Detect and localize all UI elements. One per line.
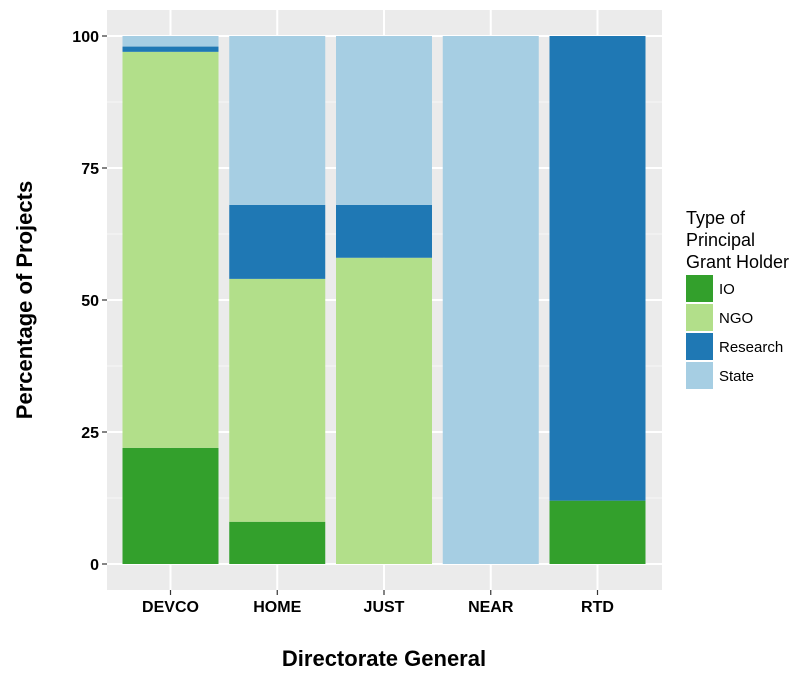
legend-label: NGO	[719, 310, 753, 327]
bar-just-research	[336, 204, 432, 258]
x-tick-label: RTD	[581, 599, 614, 616]
bar-rtd-io	[549, 500, 646, 564]
bar-rtd-research	[549, 36, 646, 501]
bars	[122, 36, 646, 564]
bar-home-io	[229, 521, 326, 564]
legend: Type of Principal Grant Holder IO NGO Researc…	[686, 208, 789, 389]
y-axis-title: Percentage of Projects	[12, 181, 37, 419]
bar-home-ngo	[229, 278, 326, 522]
y-tick-label: 25	[81, 425, 99, 442]
x-tick-label: HOME	[253, 599, 301, 616]
bar-near-state	[442, 36, 539, 564]
y-tick-label: 75	[81, 161, 99, 178]
legend-label: Research	[719, 339, 783, 356]
legend-title: Type of Principal Grant Holder	[686, 208, 789, 272]
bar-home-state	[229, 36, 326, 205]
y-tick-label: 0	[90, 557, 99, 574]
x-tick-label: NEAR	[468, 599, 514, 616]
bar-devco-ngo	[122, 51, 219, 448]
x-axis: DEVCO HOME JUST NEAR RTD	[142, 590, 614, 616]
legend-key-state	[686, 362, 713, 389]
legend-key-ngo	[686, 304, 713, 331]
legend-key-io	[686, 275, 713, 302]
x-tick-label: DEVCO	[142, 599, 199, 616]
x-tick-label: JUST	[364, 599, 405, 616]
bar-just-ngo	[336, 257, 432, 564]
bar-home-research	[229, 204, 326, 279]
bar-devco-state	[122, 36, 219, 47]
y-tick-label: 50	[81, 293, 99, 310]
y-axis: 0 25 50 75 100	[72, 29, 107, 574]
legend-label: State	[719, 368, 754, 385]
bar-devco-io	[122, 447, 219, 564]
y-tick-label: 100	[72, 29, 99, 46]
bar-devco-research	[122, 46, 219, 52]
legend-label: IO	[719, 281, 735, 298]
legend-key-research	[686, 333, 713, 360]
bar-just-state	[336, 36, 432, 205]
x-axis-title: Directorate General	[282, 646, 486, 671]
